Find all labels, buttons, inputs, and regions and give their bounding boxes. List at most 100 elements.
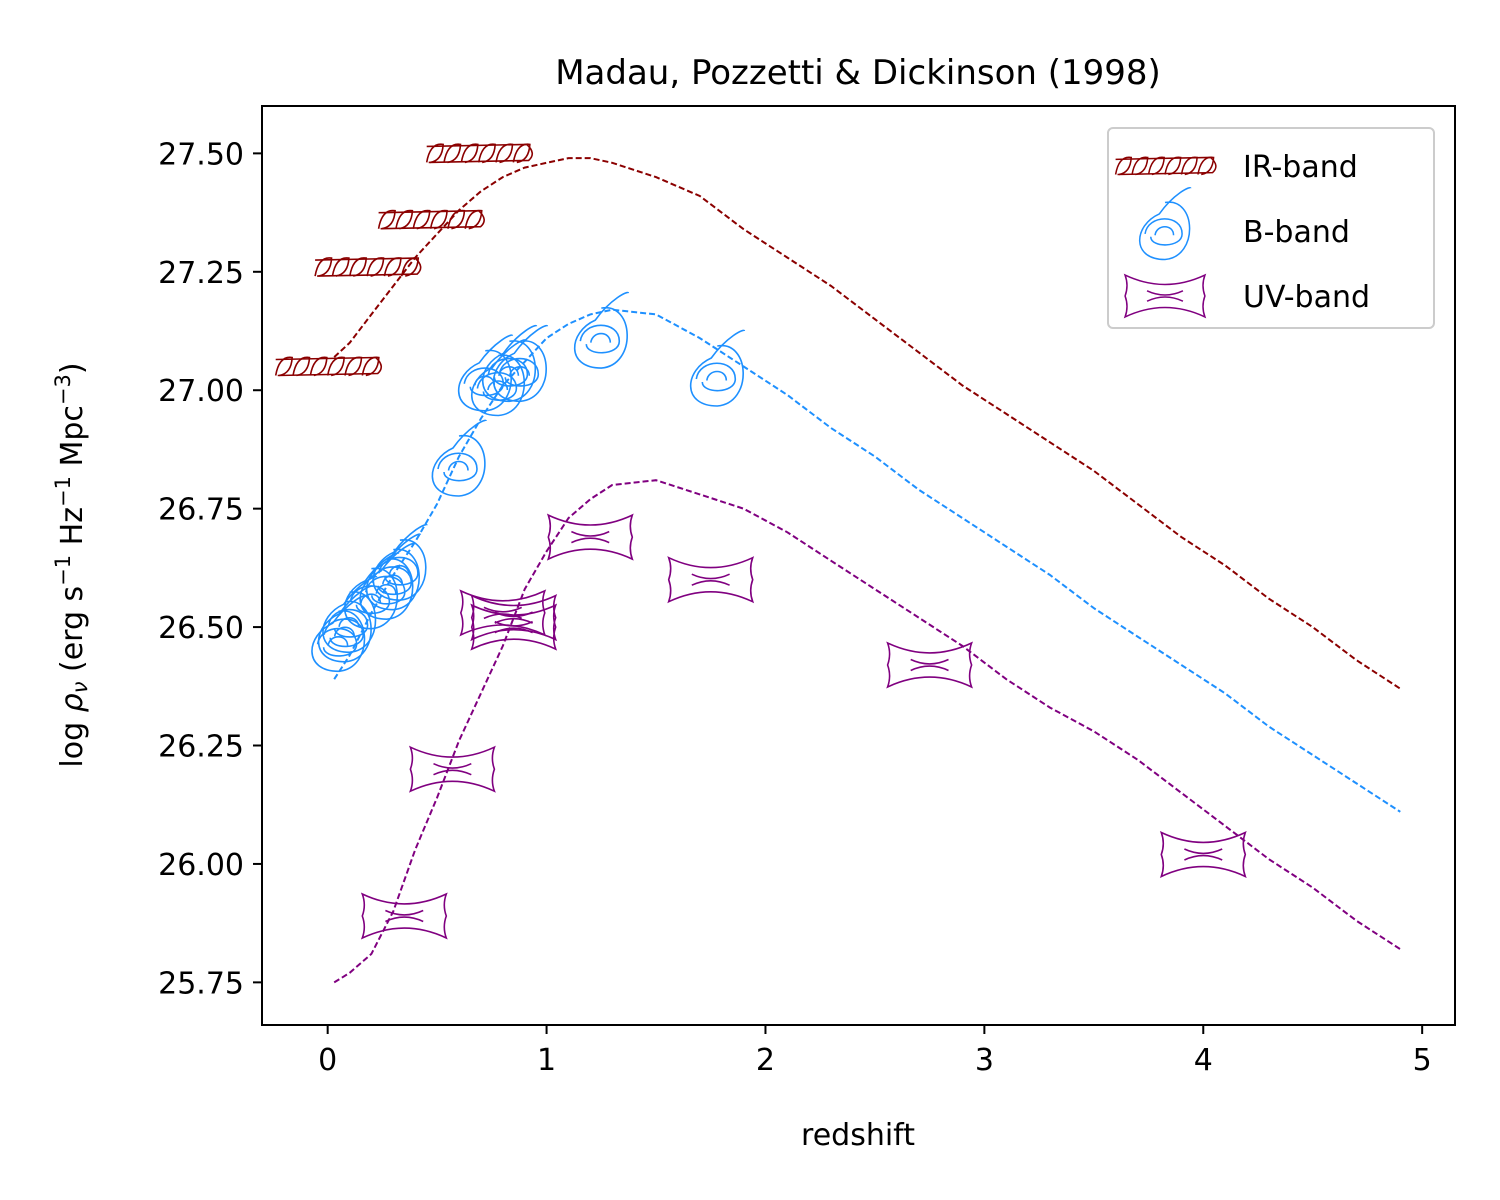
lumache-core xyxy=(333,626,356,637)
fusilli-twist xyxy=(395,209,414,230)
b-band-point xyxy=(689,329,746,407)
fusilli-outline xyxy=(378,209,485,230)
fusilli-outline xyxy=(315,257,422,277)
uv-band-point xyxy=(886,641,974,689)
y-tick-label: 27.25 xyxy=(158,256,244,291)
lumache-core xyxy=(327,636,349,647)
lumache-shell xyxy=(1138,186,1192,261)
lumache-inner xyxy=(437,452,478,482)
fusilli-twist xyxy=(412,209,431,230)
ir-band-point xyxy=(377,209,485,230)
lumache-core xyxy=(487,380,509,391)
y-tick-label: 27.50 xyxy=(158,137,244,172)
lumache-inner xyxy=(476,372,518,401)
farfalle-pinch xyxy=(494,611,533,624)
lumache-inner xyxy=(579,324,621,354)
farfalle-pinch xyxy=(1146,290,1184,302)
ir-band-point xyxy=(274,356,382,377)
fusilli-twist xyxy=(460,143,479,164)
lumache-inner xyxy=(378,556,419,586)
x-tick-label: 1 xyxy=(537,1043,556,1078)
x-tick-label: 3 xyxy=(975,1043,994,1078)
lumache-inner xyxy=(323,618,365,648)
fusilli-twist xyxy=(477,143,497,164)
lumache-core xyxy=(590,332,612,343)
lumache-core xyxy=(360,593,382,604)
lumache-core xyxy=(706,370,728,381)
y-axis-label: log ρν (erg s−1 Hz−1 Mpc−3) xyxy=(51,362,92,767)
x-tick-label: 0 xyxy=(318,1043,337,1078)
farfalle-pinch xyxy=(691,573,730,586)
fusilli-twist xyxy=(443,143,462,164)
uv-band-point xyxy=(667,556,755,604)
lumache-inner xyxy=(695,362,737,392)
fusilli-twist xyxy=(1114,156,1133,176)
y-tick-label: 26.50 xyxy=(158,611,244,646)
fusilli-outline xyxy=(426,143,533,164)
lumache-shell xyxy=(431,419,487,497)
farfalle-pinch xyxy=(910,658,949,672)
lumache-shell xyxy=(372,523,428,602)
legend-label-ir-band: IR-band xyxy=(1243,150,1358,185)
fusilli-twist xyxy=(292,356,311,377)
fusilli-twist xyxy=(495,143,514,164)
y-tick-label: 26.00 xyxy=(158,848,244,883)
x-tick-label: 4 xyxy=(1194,1043,1213,1078)
lumache-inner xyxy=(487,357,529,387)
lumache-shell xyxy=(317,585,373,663)
lumache-shell xyxy=(492,324,549,403)
lumache-inner xyxy=(463,367,505,397)
x-tick-label: 2 xyxy=(756,1043,775,1078)
legend-label-uv-band: UV-band xyxy=(1243,280,1370,315)
fusilli-twist xyxy=(274,356,294,377)
plot-frame xyxy=(261,105,1456,1026)
legend-marker-ir-band xyxy=(1114,156,1217,176)
lumache-shell xyxy=(359,542,415,621)
uv-band-point xyxy=(470,594,558,642)
fusilli-twist xyxy=(1147,156,1165,176)
b-band-point xyxy=(317,585,373,663)
lumache-shell xyxy=(689,329,746,407)
uv-band-point xyxy=(360,892,448,940)
x-tick-label: 5 xyxy=(1413,1043,1432,1078)
fusilli-twist xyxy=(377,209,396,230)
farfalle-outline xyxy=(470,603,558,651)
farfalle-outline xyxy=(667,556,755,604)
lumache-shell xyxy=(344,552,400,630)
farfalle-pinch xyxy=(1184,848,1223,861)
legend-marker-uv-band xyxy=(1123,273,1207,319)
uv-band-point xyxy=(1159,830,1247,879)
fusilli-twist xyxy=(331,257,350,277)
lumache-core xyxy=(1154,225,1175,236)
b-band-point xyxy=(372,523,428,602)
y-tick-label: 26.75 xyxy=(158,493,244,528)
farfalle-outline xyxy=(408,745,496,793)
farfalle-outline xyxy=(360,892,448,940)
legend-box xyxy=(1107,127,1435,329)
uv-band-point xyxy=(408,745,496,793)
y-tick-label: 27.00 xyxy=(158,374,244,409)
farfalle-outline xyxy=(546,513,634,561)
farfalle-pinch xyxy=(433,762,472,776)
lumache-core xyxy=(388,564,410,575)
fusilli-twist xyxy=(447,209,466,230)
farfalle-pinch xyxy=(385,909,424,923)
lumache-inner xyxy=(1144,218,1183,246)
x-axis-label: redshift xyxy=(801,1118,915,1153)
legend-label-b-band: B-band xyxy=(1243,215,1350,250)
lumache-shell xyxy=(457,334,514,412)
model-line-uv-band xyxy=(333,479,1401,984)
farfalle-outline xyxy=(1123,273,1207,319)
b-band-point xyxy=(492,324,549,403)
lumache-shell xyxy=(573,291,630,369)
farfalle-outline xyxy=(470,594,558,642)
lumache-core xyxy=(338,617,360,628)
fusilli-twist xyxy=(309,356,328,377)
ir-band-point xyxy=(314,257,422,277)
fusilli-twist xyxy=(314,257,333,277)
lumache-core xyxy=(509,366,531,377)
fusilli-twist xyxy=(383,257,402,277)
b-band-point xyxy=(431,419,487,497)
fusilli-twist xyxy=(348,257,368,277)
